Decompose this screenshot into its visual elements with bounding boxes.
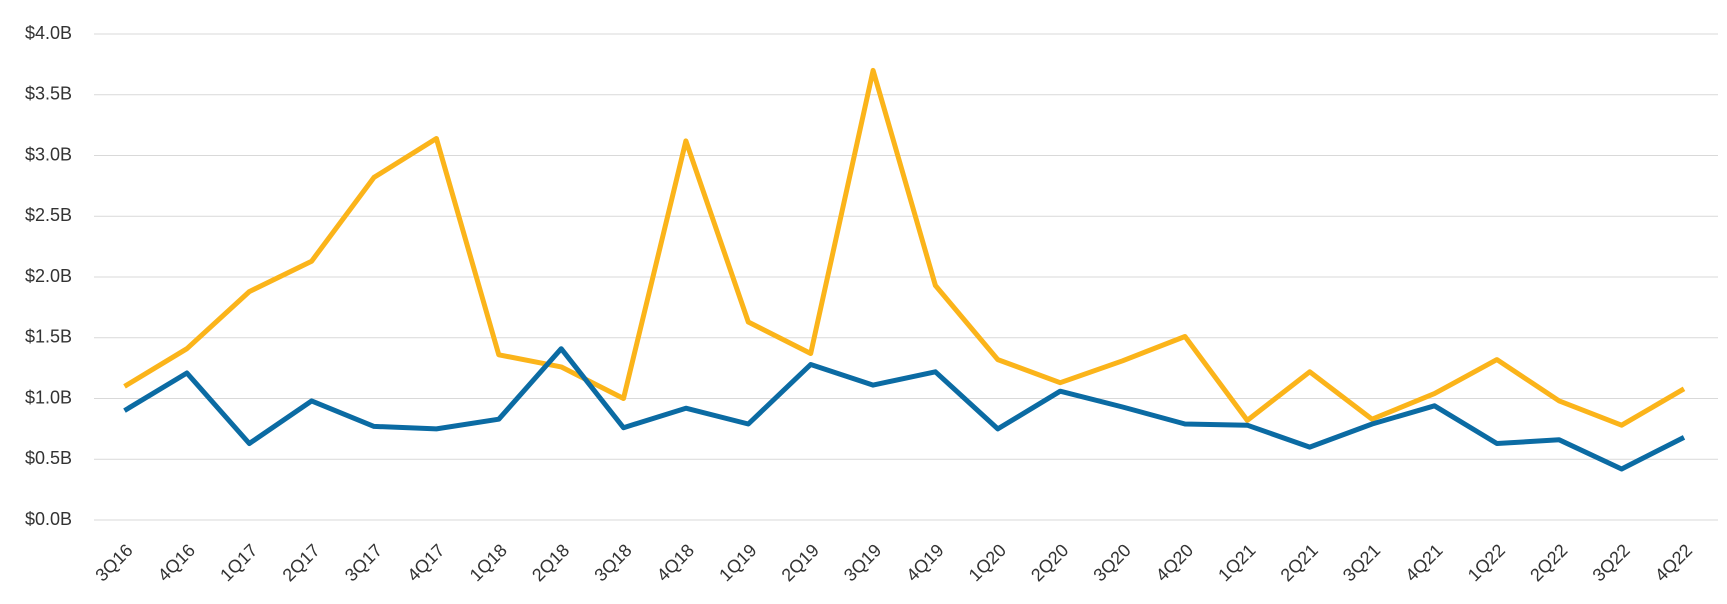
x-tick-label: 1Q20 (965, 540, 1010, 585)
x-tick-label: 4Q22 (1651, 540, 1696, 585)
x-tick-label: 4Q20 (1152, 540, 1197, 585)
x-tick-label: 3Q21 (1339, 540, 1384, 585)
x-tick-label: 4Q17 (403, 540, 448, 585)
series-line (123, 346, 1686, 472)
y-tick-label: $2.5B (25, 205, 72, 225)
x-tick-label: 1Q21 (1214, 540, 1259, 585)
x-tick-label: 4Q19 (902, 540, 947, 585)
x-tick-label: 1Q17 (216, 540, 261, 585)
x-tick-label: 2Q20 (1027, 540, 1072, 585)
x-tick-label: 1Q18 (466, 540, 511, 585)
x-tick-label: 2Q21 (1277, 540, 1322, 585)
y-tick-label: $3.0B (25, 144, 72, 164)
x-tick-label: 3Q16 (91, 540, 136, 585)
x-tick-label: 3Q17 (341, 540, 386, 585)
x-tick-label: 1Q22 (1464, 540, 1509, 585)
y-tick-label: $0.0B (25, 509, 72, 529)
x-tick-label: 3Q18 (590, 540, 635, 585)
x-tick-label: 2Q22 (1526, 540, 1571, 585)
x-tick-label: 4Q16 (154, 540, 199, 585)
x-tick-label: 2Q18 (528, 540, 573, 585)
x-tick-label: 3Q19 (840, 540, 885, 585)
y-tick-label: $3.5B (25, 84, 72, 104)
x-tick-label: 3Q22 (1589, 540, 1634, 585)
y-tick-label: $2.0B (25, 266, 72, 286)
x-tick-label: 2Q17 (279, 540, 324, 585)
series-line (123, 67, 1686, 428)
y-tick-label: $1.0B (25, 387, 72, 407)
y-tick-label: $0.5B (25, 448, 72, 468)
y-tick-label: $4.0B (25, 23, 72, 43)
x-tick-label: 4Q21 (1401, 540, 1446, 585)
x-tick-label: 3Q20 (1089, 540, 1134, 585)
x-tick-label: 1Q19 (715, 540, 760, 585)
y-tick-label: $1.5B (25, 327, 72, 347)
x-tick-label: 2Q19 (778, 540, 823, 585)
x-tick-label: 4Q18 (653, 540, 698, 585)
